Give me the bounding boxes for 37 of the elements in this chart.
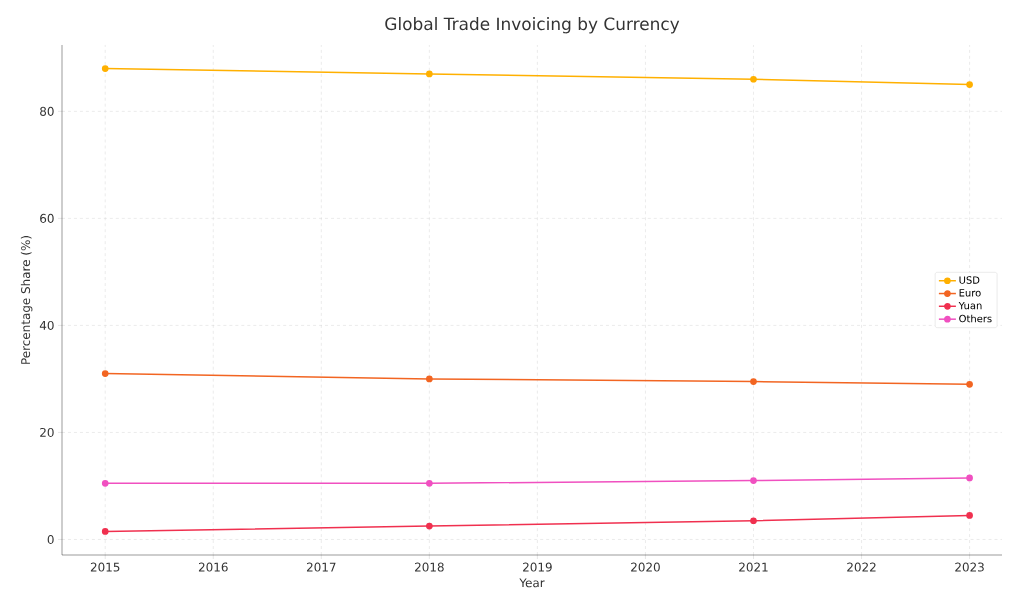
x-tick-label: 2016 [198, 562, 228, 572]
point [750, 517, 757, 525]
point [966, 512, 973, 519]
x-tick-label: 2022 [847, 562, 876, 572]
point [750, 378, 757, 385]
chart-title: Global Trade Invoicing by Currency [385, 17, 680, 34]
point [966, 81, 973, 88]
point [101, 528, 109, 535]
point [101, 370, 109, 377]
y-tick-label: 20 [40, 427, 54, 437]
x-tick-label: 2015 [90, 562, 120, 572]
y-tick-label: 0 [47, 534, 54, 544]
y-tick-label: 60 [40, 213, 54, 223]
x-tick-label: 2017 [306, 562, 336, 572]
legend-label: Euro [959, 289, 981, 297]
point [966, 474, 973, 482]
legend-label: USD [959, 276, 980, 284]
x-tick-label: 2018 [415, 562, 444, 572]
point [426, 522, 433, 530]
point [750, 477, 757, 484]
legend-label: Others [959, 314, 992, 323]
point [426, 375, 433, 383]
x-tick-label: 2021 [739, 562, 768, 572]
y-axis-title: Percentage Share (%) [20, 236, 33, 364]
x-tick-label: 2019 [523, 562, 552, 572]
y-tick-label: 80 [40, 106, 54, 116]
y-tick-label: 40 [39, 320, 54, 330]
x-axis-title: Year [519, 578, 545, 588]
legend-label: Yuan [958, 301, 982, 310]
point [101, 479, 109, 487]
point [101, 65, 109, 72]
point [750, 75, 757, 83]
point [426, 70, 433, 78]
point [966, 380, 973, 388]
x-tick-label: 2023 [955, 562, 984, 572]
point [426, 479, 433, 487]
x-tick-label: 2020 [631, 562, 660, 572]
